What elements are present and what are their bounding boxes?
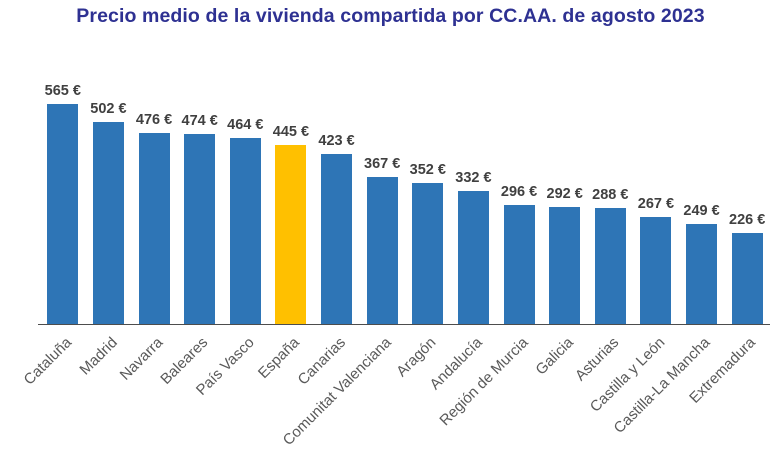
x-axis-label: Cataluña	[20, 334, 75, 389]
bar-slot: 296 € Región de Murcia	[436, 83, 542, 429]
bar-slot: 352 € Aragón	[394, 83, 451, 380]
bar	[412, 183, 444, 324]
bar-slot: 288 € Asturias	[572, 83, 634, 384]
bar	[275, 145, 307, 324]
bar-value-label: 445 €	[272, 124, 310, 140]
bar-slot: 292 € Galicia	[532, 83, 588, 378]
bar	[229, 138, 261, 324]
bar-value-label: 476 €	[135, 112, 173, 128]
bar-slot: 226 € Extremadura	[686, 83, 770, 407]
bar-value-label: 226 €	[729, 212, 766, 228]
bar-value-label: 352 €	[409, 162, 446, 178]
bar-value-label: 288 €	[592, 187, 629, 203]
bar-value-label: 367 €	[364, 156, 401, 172]
bar-slot: 445 € España	[255, 83, 314, 382]
bar-slot: 423 € Canarias	[294, 83, 360, 388]
bar-value-label: 332 €	[455, 170, 492, 186]
bar	[138, 133, 170, 324]
bar	[184, 134, 216, 324]
bar-value-label: 474 €	[181, 113, 218, 129]
bar-value-label: 296 €	[500, 184, 538, 200]
chart-title: Precio medio de la vivienda compartida p…	[76, 5, 705, 27]
bar-slot: 367 € Comunitat Valenciana	[279, 83, 405, 449]
bar	[457, 191, 489, 324]
bars-row: 565 € Cataluña 502 € Madrid 476 € Navarra 474 …	[20, 83, 770, 449]
bar-slot: 565 € Cataluña	[20, 83, 86, 388]
bar-value-label: 423 €	[318, 133, 355, 149]
bar-slot: 464 € País Vasco	[192, 83, 269, 399]
bar-slot: 476 € Navarra	[116, 83, 177, 384]
plot-area: 565 € Cataluña 502 € Madrid 476 € Navarra 474 …	[20, 83, 770, 449]
bar-slot: 249 € Castilla-La Mancha	[611, 83, 725, 437]
x-axis-label: Región de Murcia	[435, 334, 532, 430]
bar-slot: 502 € Madrid	[76, 83, 132, 378]
x-axis-label: Galicia	[532, 334, 577, 379]
bar-value-label: 267 €	[637, 196, 675, 212]
bar-value-label: 464 €	[227, 117, 264, 133]
bar	[92, 122, 124, 324]
bar-value-label: 502 €	[90, 101, 127, 117]
bar-value-label: 565 €	[44, 83, 81, 99]
bar	[366, 177, 398, 324]
bar	[503, 205, 535, 324]
bar	[47, 104, 79, 324]
bar	[594, 208, 626, 324]
bar-value-label: 249 €	[683, 203, 720, 219]
x-axis-label: Madrid	[76, 334, 121, 379]
bar-slot: 332 € Andalucía	[426, 83, 497, 393]
bar-slot: 267 € Castilla y León	[586, 83, 679, 416]
bar	[640, 217, 672, 324]
x-axis-line	[38, 324, 770, 325]
bar-value-label: 292 €	[546, 186, 583, 202]
bar-slot: 474 € Baleares	[158, 83, 223, 388]
bar	[549, 207, 581, 324]
bar	[686, 224, 718, 324]
bar	[731, 233, 763, 324]
bar	[321, 154, 353, 324]
